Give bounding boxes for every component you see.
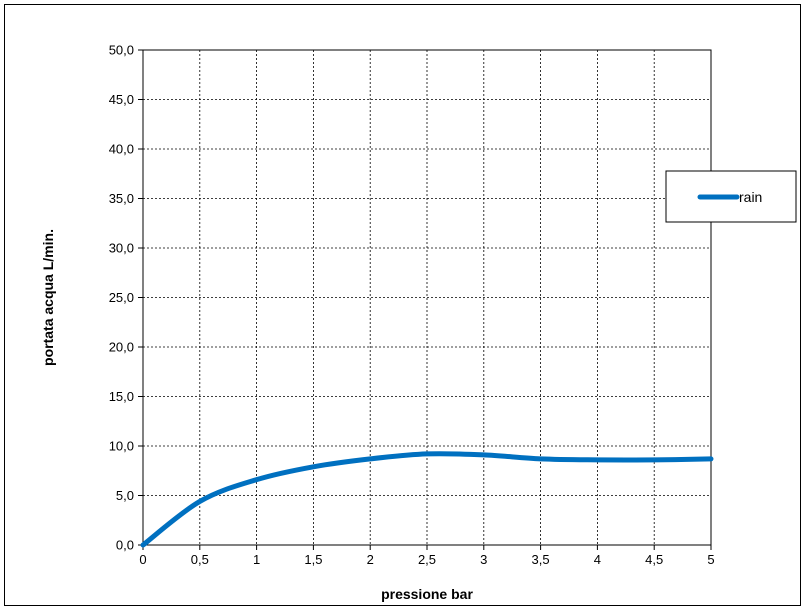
y-tick-label: 50,0: [109, 43, 134, 58]
x-tick-label: 4,5: [645, 552, 663, 567]
x-tick-label: 5: [707, 552, 714, 567]
y-tick-label: 10,0: [109, 439, 134, 454]
y-tick-label: 30,0: [109, 241, 134, 256]
x-tick-label: 3: [480, 552, 487, 567]
legend-label-rain: rain: [739, 189, 762, 205]
legend: rain: [666, 171, 796, 222]
y-tick-label: 15,0: [109, 389, 134, 404]
y-tick-label: 45,0: [109, 92, 134, 107]
x-axis-title: pressione bar: [381, 586, 473, 602]
y-tick-label: 5,0: [116, 488, 134, 503]
y-tick-label: 35,0: [109, 191, 134, 206]
x-tick-label: 3,5: [532, 552, 550, 567]
x-tick-label: 2: [367, 552, 374, 567]
y-tick-label: 25,0: [109, 290, 134, 305]
x-tick-label: 4: [594, 552, 601, 567]
axis-ticks: 0 0,5 1 1,5 2 2,5 3 3,5 4 4,5 50,05,010,015,020,02…: [109, 43, 715, 568]
grid: [143, 50, 711, 545]
x-tick-label: 2,5: [418, 552, 436, 567]
y-tick-label: 40,0: [109, 142, 134, 157]
x-tick-label: 0,5: [191, 552, 209, 567]
x-tick-label: 1: [253, 552, 260, 567]
x-tick-label: 0: [139, 552, 146, 567]
y-tick-label: 0,0: [116, 538, 134, 553]
x-tick-label: 1,5: [304, 552, 322, 567]
y-tick-label: 20,0: [109, 340, 134, 355]
y-axis-title: portata acqua L/min.: [40, 229, 56, 366]
